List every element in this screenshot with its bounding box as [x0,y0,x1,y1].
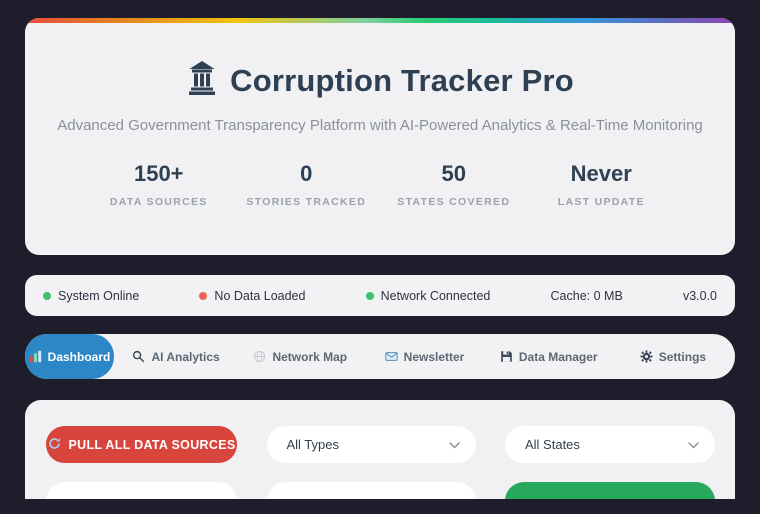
clipped-control-2[interactable] [266,482,476,499]
hero-header: Corruption Tracker Pro [25,61,735,100]
filter-row-primary: PULL ALL DATA SOURCES All Types All Stat… [46,426,715,463]
page-subtitle: Advanced Government Transparency Platfor… [57,117,703,134]
pull-button-label: PULL ALL DATA SOURCES [68,437,236,452]
pull-all-data-sources-button[interactable]: PULL ALL DATA SOURCES [46,426,237,463]
email-icon [384,350,398,363]
filter-panel: PULL ALL DATA SOURCES All Types All Stat… [25,400,735,499]
clipped-green-action-button[interactable] [505,482,715,499]
stat-states-covered: 50 STATES COVERED [380,161,528,208]
status-system-online: System Online [43,289,139,303]
bank-icon [186,61,218,100]
chevron-down-icon [688,437,699,452]
nav-bar: Dashboard AI Analytics Network Map [25,334,735,379]
gear-icon [640,350,653,363]
stats-row: 150+ DATA SOURCES 0 STORIES TRACKED 50 S… [25,161,735,208]
hero-card: Corruption Tracker Pro Advanced Governme… [25,18,735,255]
state-filter-value: All States [525,437,580,452]
tab-label: Settings [658,349,707,364]
tab-network-map[interactable]: Network Map [238,334,362,379]
stat-value: 50 [441,161,466,186]
status-no-data-loaded: No Data Loaded [199,289,305,303]
green-status-dot [365,291,374,300]
stat-data-sources: 150+ DATA SOURCES [85,161,233,208]
version-label: v3.0.0 [682,288,717,303]
tab-newsletter[interactable]: Newsletter [362,334,486,379]
version-badge: v3.0.0 [683,289,717,303]
globe-icon [253,350,266,363]
cache-label: Cache: 0 MB [550,288,623,303]
clipped-control-1[interactable] [46,482,237,499]
green-status-dot [43,291,51,300]
stat-label: STATES COVERED [397,196,511,208]
tab-label: Dashboard [47,349,111,364]
tab-label: Data Manager [518,349,598,364]
filter-row-secondary [46,482,715,499]
status-bar: System Online No Data Loaded Network Con… [25,275,735,316]
floppy-disk-icon [500,350,513,363]
stat-value: 150+ [133,161,184,186]
stat-last-update: Never LAST UPDATE [528,161,676,208]
state-filter-select[interactable]: All States [505,426,715,463]
stat-label: STORIES TRACKED [246,196,367,208]
page: Corruption Tracker Pro Advanced Governme… [25,18,735,499]
search-icon [132,350,145,363]
page-title: Corruption Tracker Pro [230,62,574,98]
chevron-down-icon [448,437,460,452]
stat-label: LAST UPDATE [557,196,645,208]
status-label: Network Connected [380,288,491,303]
rainbow-gradient-bar [25,18,735,23]
tab-settings[interactable]: Settings [611,334,735,379]
bar-chart-icon [29,350,42,363]
cache-size: Cache: 0 MB [551,289,623,303]
tab-label: Network Map [272,349,348,364]
stat-label: DATA SOURCES [109,196,208,208]
stat-value: Never [570,161,632,186]
tab-dashboard[interactable]: Dashboard [25,334,114,379]
type-filter-value: All Types [286,437,340,452]
tab-data-manager[interactable]: Data Manager [487,334,611,379]
refresh-icon [48,437,61,453]
status-network-connected: Network Connected [365,288,491,303]
stat-stories-tracked: 0 STORIES TRACKED [233,161,381,208]
stat-value: 0 [300,161,313,186]
tab-label: AI Analytics [151,349,220,364]
status-label: No Data Loaded [214,288,306,303]
type-filter-select[interactable]: All Types [266,426,476,463]
status-label: System Online [58,288,140,303]
tab-ai-analytics[interactable]: AI Analytics [114,334,238,379]
tab-label: Newsletter [403,349,465,364]
red-status-dot [199,291,208,300]
